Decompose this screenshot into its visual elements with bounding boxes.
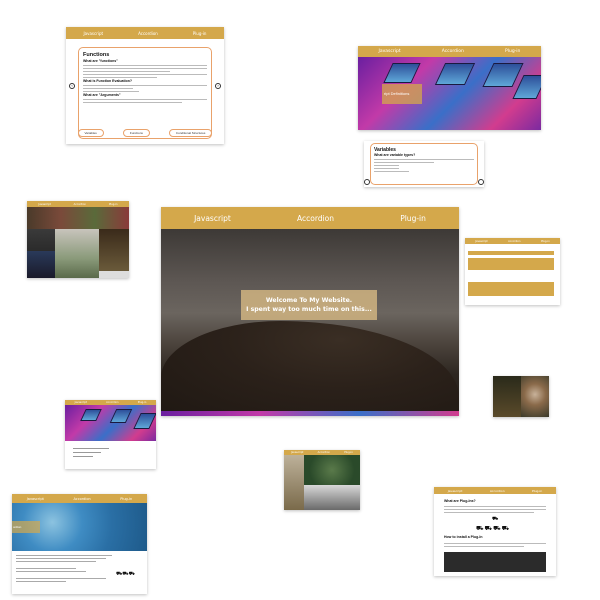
group-photo — [27, 251, 55, 278]
nav-javascript[interactable]: Javascript — [378, 49, 401, 54]
variables-panel: Variables What are variable types? — [370, 143, 478, 185]
nav-javascript[interactable]: Javascript — [74, 401, 87, 404]
gallery-page-thumbnail[interactable]: Javascript Accordion Plug-in — [27, 201, 129, 278]
functions-title: Functions — [83, 52, 110, 58]
house-photo — [27, 207, 129, 229]
topic-buttons: Variables Functions Conditional Structur… — [66, 129, 224, 137]
hero-overlay: ript Definitions — [382, 84, 422, 104]
nav-accordion[interactable]: Accordion — [489, 488, 505, 493]
nav-bar: Javascript Accordion Plug-in — [465, 238, 560, 244]
right-arrow-icon[interactable]: › — [215, 83, 221, 89]
nav-javascript[interactable]: Javascript — [194, 213, 231, 223]
accordion-page-thumbnail[interactable]: Javascript Accordion Plug-in — [465, 238, 560, 305]
plugin-page-thumbnail[interactable]: Javascript Accordion Plug-in What are Pl… — [434, 487, 556, 576]
water-overlay: ordion — [12, 521, 40, 533]
nav-plugin[interactable]: Plug-in — [505, 49, 521, 54]
nav-javascript[interactable]: Javascript — [26, 496, 44, 501]
functions-panel: Functions What are "functions" What is F… — [78, 47, 212, 139]
functions-subtitle-2: What is Function Evaluation? — [83, 79, 132, 83]
variables-page-thumbnail[interactable]: Variables What are variable types? — [364, 141, 484, 187]
nav-javascript[interactable]: Javascript — [291, 451, 304, 454]
javascript-page-thumbnail-small[interactable]: Javascript Accordion Plug-in — [65, 400, 156, 469]
nav-plugin[interactable]: Plug-in — [137, 401, 147, 404]
nav-bar: Javascript Accordion Plug-in — [434, 487, 556, 494]
nav-accordion[interactable]: Accordion — [106, 401, 119, 404]
nav-javascript[interactable]: Javascript — [38, 202, 51, 206]
variables-title: Variables — [374, 147, 396, 153]
accordion-panel[interactable] — [468, 258, 554, 270]
nav-javascript[interactable]: Javascript — [83, 30, 104, 36]
welcome-banner: Welcome To My Website. I spent way too m… — [241, 290, 377, 320]
nav-bar: Javascript Accordion Plug-in — [27, 201, 129, 207]
left-arrow-icon[interactable] — [364, 179, 370, 185]
nav-plugin[interactable]: Plug-in — [400, 213, 426, 223]
people-photo — [99, 229, 129, 271]
variables-subtitle: What are variable types? — [374, 153, 416, 157]
plugin-heading-1: What are Plug-Ins? — [444, 499, 476, 503]
nav-accordion[interactable]: Accordion — [138, 30, 158, 36]
nav-accordion[interactable]: Accordion — [73, 202, 86, 206]
purple-strip — [161, 411, 459, 416]
nav-plugin[interactable]: Plug-in — [192, 30, 207, 36]
functions-subtitle-3: What are "Arguments" — [83, 93, 121, 97]
code-block — [444, 552, 546, 572]
left-arrow-icon[interactable]: ‹ — [69, 83, 75, 89]
nav-bar: Javascript Accordion Plug-in — [12, 494, 147, 503]
photo-thumbnail[interactable] — [493, 376, 549, 417]
nav-plugin[interactable]: Plug-in — [532, 488, 543, 493]
nav-plugin[interactable]: Plug-in — [108, 202, 118, 206]
car-icon: ⛟ — [492, 516, 499, 522]
functions-page-thumbnail[interactable]: Javascript Accordion Plug-in ‹ › Functio… — [66, 27, 224, 144]
variables-button[interactable]: Variables — [77, 129, 104, 137]
nav-bar: Javascript Accordion Plug-in — [284, 450, 360, 455]
welcome-line-1: Welcome To My Website. — [265, 297, 353, 304]
building-image — [65, 405, 156, 441]
nav-javascript[interactable]: Javascript — [475, 239, 488, 243]
nav-accordion[interactable]: Accordion — [441, 49, 464, 54]
right-arrow-icon[interactable] — [478, 179, 484, 185]
nav-accordion[interactable]: Accordion — [317, 451, 330, 454]
gallery-page-thumbnail-small[interactable]: Javascript Accordion Plug-in — [284, 450, 360, 510]
plugin-heading-2: How to install a Plug-In — [444, 535, 483, 539]
functions-button[interactable]: Functions — [122, 129, 150, 137]
nav-javascript[interactable]: Javascript — [447, 488, 463, 493]
nav-bar: Javascript Accordion Plug-in — [358, 46, 541, 57]
javascript-page-thumbnail[interactable]: Javascript Accordion Plug-in ript Defini… — [358, 46, 541, 130]
nav-accordion[interactable]: Accordion — [297, 213, 335, 223]
accordion-page-thumbnail-2[interactable]: Javascript Accordion Plug-in ordion ⛟⛟⛟ — [12, 494, 147, 594]
accordion-panel[interactable] — [468, 282, 554, 296]
car-icons-row: ⛟⛟⛟⛟ — [476, 526, 511, 532]
home-page-thumbnail[interactable]: Javascript Accordion Plug-in Welcome To … — [161, 207, 459, 416]
nav-accordion[interactable]: Accordion — [508, 239, 521, 243]
misty-forest-image — [161, 229, 459, 416]
functions-subtitle-1: What are "functions" — [83, 59, 118, 63]
conditional-structures-button[interactable]: Conditional Structures — [168, 129, 213, 137]
nav-accordion[interactable]: Accordion — [73, 496, 91, 501]
nav-bar: Javascript Accordion Plug-in — [66, 27, 224, 39]
nav-plugin[interactable]: Plug-in — [541, 239, 550, 243]
welcome-line-2: I spent way too much time on this... — [246, 306, 372, 313]
car-icons-row: ⛟⛟⛟ — [116, 571, 135, 577]
accordion-header[interactable] — [468, 251, 554, 255]
nav-bar: Javascript Accordion Plug-in — [65, 400, 156, 405]
nav-bar: Javascript Accordion Plug-in — [161, 207, 459, 229]
nav-plugin[interactable]: Plug-in — [344, 451, 353, 454]
nav-plugin[interactable]: Plug-in — [120, 496, 133, 501]
road-photo — [55, 229, 99, 278]
